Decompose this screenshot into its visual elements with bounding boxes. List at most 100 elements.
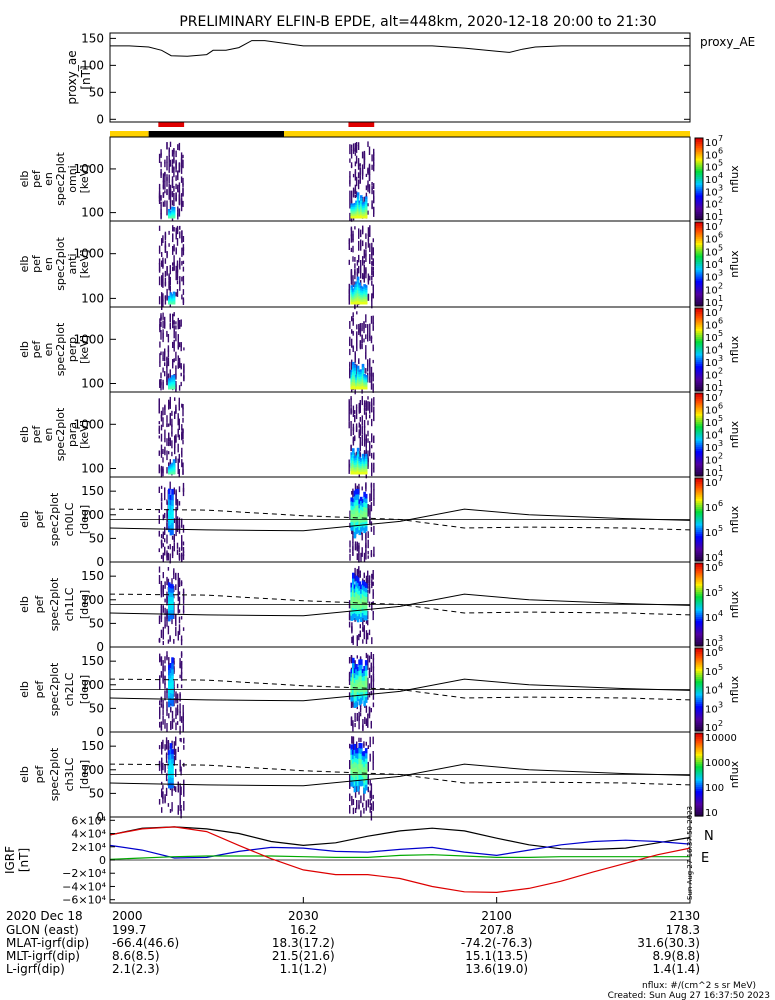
panel-perp-colorbar-cell [695,318,703,322]
panel-ch1LC-pixel [173,570,175,579]
panel-omni-pixel [371,182,373,186]
panel-para-pixel [182,440,184,445]
panel-omni-pixel [169,159,172,167]
panel-anti-colorbar-cell [695,236,703,240]
panel-para-pixel [164,429,166,439]
panel-anti-pixel [363,274,365,283]
panel-ch2LC-pixel [164,665,166,672]
panel-ch0LC-pixel [352,526,355,531]
panel-para-pixel [365,400,367,404]
panel-ch0LC-pixel [356,485,358,492]
panel-anti-colorbar-cell [695,289,703,292]
panel-anti-pixel [360,239,362,247]
panel-ch2LC-pixel [353,668,357,674]
panel-ch0LC-pixel [353,490,357,497]
panel-perp-pixel [169,386,173,388]
panel-anti-colorbar-cell [695,247,703,250]
panel-omni-pixel [171,210,174,213]
panel-ch3LC-pixel [361,755,365,761]
panel-omni-pixel [178,185,181,193]
panel-ch3LC-pixel [161,741,163,750]
panel-ch1LC-pixel [365,638,368,644]
panel-anti-pixel [358,301,361,305]
panel-omni-pixel [353,204,357,208]
panel-omni-pixel [166,189,168,195]
panel-ch2LC-pixel [362,719,364,728]
panel-ch3LC-pixel [360,748,363,755]
panel-para-pixel [361,461,365,465]
panel-ch2LC-pixel [372,692,375,700]
panel-anti-pixel [364,297,368,300]
panel-omni-pixel [352,207,355,210]
panel-ch2LC-pixel [160,696,163,703]
panel-para-pixel [348,464,350,472]
panel-ch0LC-pixel [352,514,355,519]
panel-ch0LC-pixel [354,541,357,551]
panel-ch1LC-pixel [171,588,174,594]
panel-anti-pixel [361,289,365,292]
panel-anti-pixel [173,255,175,264]
panel-ch0LC-pixel [369,504,371,511]
panel-ch2LC-pixel [162,674,164,684]
panel-anti-pixel [169,276,171,286]
panel-ch0LC-pixel [367,550,369,555]
panel-ch1LC-pixel [177,605,179,614]
panel-para-colorbar-exp: 4 [718,427,723,436]
panel-perp-colorbar-tick: 10 [705,371,718,382]
panel-ch0LC-pixel [349,553,351,561]
panel-ch0LC-colorbar-cell [695,511,703,514]
panel-omni-pixel [361,164,364,171]
panel-omni-pixel [352,208,355,212]
panel-ch2LC-pixel [361,692,365,697]
panel-omni-pixel [166,161,168,171]
panel-ch3LC-ylabel-line: elb [18,766,31,783]
panel-ch0LC-pixel [167,552,169,557]
panel-para-colorbar-cell [695,393,703,396]
panel-para-pixel [358,402,360,412]
panel-perp-pixel [360,371,363,375]
panel-perp-pixel [365,355,367,359]
panel-ch1LC-pixel [367,589,369,594]
panel-anti-pixel [364,285,368,289]
panel-omni-pixel [168,215,171,218]
panel-perp-ylabel-line: elb [18,341,31,358]
panel-perp-pixel [367,368,369,372]
panel-anti-pixel [365,253,367,262]
panel-omni-pixel [171,159,174,165]
panel-ch2LC-pixel [350,700,353,708]
panel-perp-pixel [370,335,373,339]
panel-ch3LC-colorbar-cell [695,749,703,753]
panel-ch1LC-pixel [358,590,361,596]
panel-ch1LC-pixel [363,581,366,588]
panel-perp-pixel [355,387,358,390]
panel-ch2LC-pixel [355,701,358,707]
panel-ch3LC-pixel [350,754,353,761]
panel-ch3LC-colorbar-cell [695,743,703,747]
panel-perp-pixel [350,386,353,390]
panel-ch1LC-pixel [350,606,353,612]
panel-para-colorbar-cell [695,434,703,438]
panel-perp-pixel [169,373,171,378]
panel-ch2LC-pixel [360,675,363,682]
panel-omni-colorbar-cell [695,148,703,151]
panel-ch0LC-pixel [352,506,355,511]
orbit-row-value: 16.2 [290,923,317,937]
panel-ch3LC-pixel [179,798,181,808]
panel-para-colorbar-cell [695,411,703,415]
panel-ch0LC-pixel [164,547,166,556]
panel-para-pixel [369,441,371,450]
panel-ch3LC-pixel [169,809,172,813]
panel-ch0LC-pixel [166,499,168,505]
panel-ch0LC-pixel [349,540,351,548]
panel-anti-pixel [172,246,174,255]
panel-para-pixel [355,457,358,461]
panel-ch0LC-pixel [350,517,353,523]
proxy-ae-ytick-label: 50 [89,85,104,99]
panel-anti-pixel [358,285,361,289]
panel-ch0LC-pixel [351,491,353,495]
panel-omni-pixel [350,144,353,149]
panel-ch0LC-pixel [361,506,365,512]
panel-ch3LC-pixel [372,751,374,761]
panel-perp-pixel [171,387,174,390]
panel-anti-pixel [364,290,368,293]
